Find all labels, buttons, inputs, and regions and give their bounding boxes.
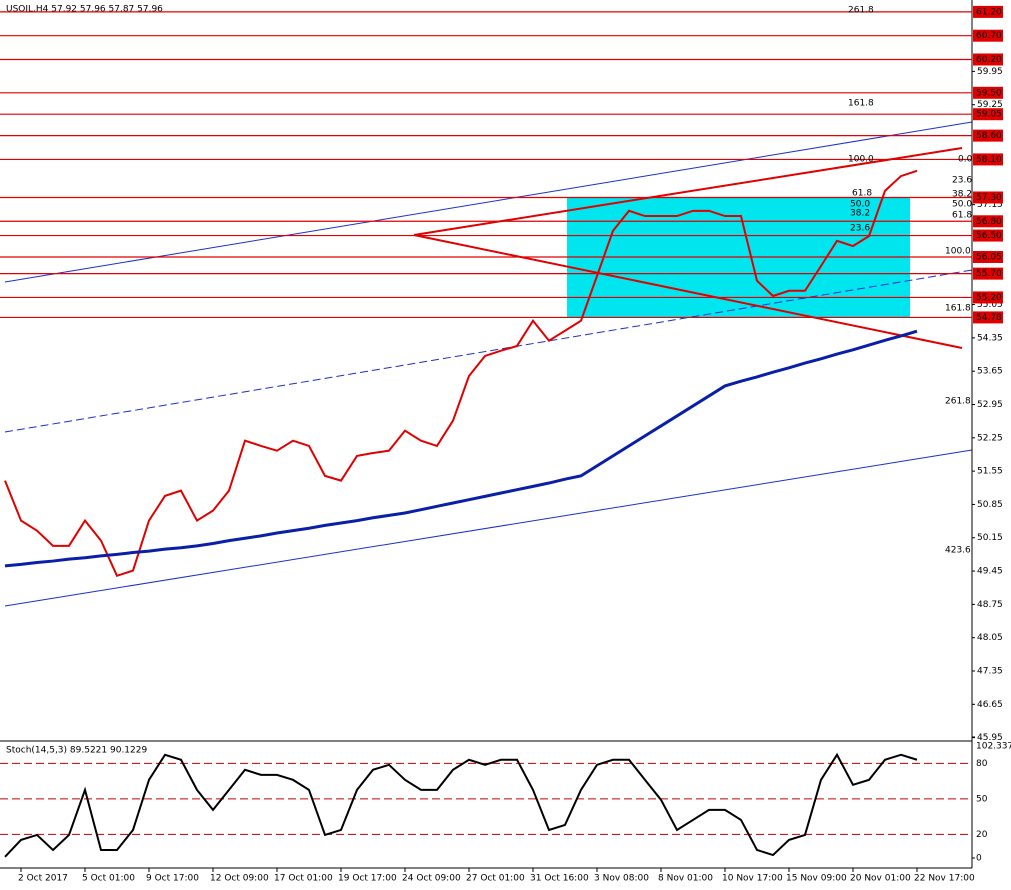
y-tick-label: 55.05 [977,300,1003,310]
stoch-tick-label: 102.3376 [976,742,1011,752]
x-tick-label: 9 Oct 17:00 [146,874,199,884]
stoch-title: Stoch(14,5,3) 89.5221 90.1229 [6,746,147,756]
stoch-line [4,752,918,858]
level-label: 56.80 [976,217,1002,227]
x-tick-label: 22 Nov 17:00 [914,874,975,884]
stoch-tick-label: 20 [976,830,988,840]
fib-label: 100.0 [945,247,971,257]
chart-title: USOIL,H4 57.92 57.96 57.87 57.96 [6,5,163,15]
level-label: 56.50 [976,231,1002,241]
trend-line [413,147,963,236]
trend-line [413,234,963,349]
level-box [973,191,1003,204]
level-box [973,229,1003,242]
level-box [973,153,1003,166]
x-tick-label: 27 Oct 01:00 [466,874,525,884]
fib-label: 261.8 [945,397,971,407]
fib-label: 61.8 [852,189,872,199]
fib-label: 0.0 [958,155,973,165]
y-tick-label: 61.55 [977,0,1003,1]
level-label: 61.20 [976,7,1002,17]
y-tick-label: 59.25 [977,100,1003,110]
y-tick-label: 59.95 [977,67,1003,77]
x-tick-label: 8 Nov 01:00 [658,874,713,884]
level-box [973,129,1003,142]
fib-label: 423.6 [945,546,971,556]
level-label: 56.05 [976,252,1002,262]
price-line [4,169,918,578]
level-box [973,215,1003,228]
level-label: 58.10 [976,155,1002,165]
price-line [4,329,918,568]
level-label: 60.20 [976,55,1002,65]
y-tick-label: 51.55 [977,467,1003,477]
level-label: 59.50 [976,88,1002,98]
level-box [973,267,1003,280]
x-tick-label: 20 Nov 01:00 [850,874,911,884]
y-tick-label: 53.65 [977,367,1003,377]
level-box [973,53,1003,66]
fib-label: 61.8 [952,211,972,221]
x-tick-label: 15 Nov 09:00 [786,874,847,884]
level-label: 55.70 [976,269,1002,279]
channel-line [4,449,973,607]
y-tick-label: 47.35 [977,666,1003,676]
level-label: 55.20 [976,293,1002,303]
x-tick-label: 2 Oct 2017 [18,874,68,884]
fib-label: 23.6 [952,176,972,186]
x-tick-label: 31 Oct 16:00 [530,874,589,884]
x-tick-label: 19 Oct 17:00 [338,874,397,884]
level-label: 60.70 [976,31,1002,41]
level-label: 57.30 [976,193,1002,203]
y-tick-label: 48.05 [977,633,1003,643]
stoch-tick-label: 50 [976,794,988,804]
x-tick-label: 3 Nov 08:00 [594,874,649,884]
y-tick-label: 48.75 [977,600,1003,610]
y-tick-label: 50.85 [977,500,1003,510]
fib-label: 261.8 [848,6,874,16]
level-box [973,108,1003,121]
level-label: 58.60 [976,131,1002,141]
level-box [973,250,1003,263]
fib-label: 161.8 [945,304,971,314]
level-box [973,5,1003,18]
y-tick-label: 52.95 [977,400,1003,410]
level-box [973,29,1003,42]
y-tick-label: 46.65 [977,700,1003,710]
fib-label: 50.0 [952,200,972,210]
x-tick-label: 10 Nov 17:00 [722,874,783,884]
fib-label: 100.0 [848,155,874,165]
y-tick-label: 54.35 [977,333,1003,343]
fib-label: 23.6 [850,224,870,234]
x-tick-label: 5 Oct 01:00 [82,874,135,884]
level-box [973,311,1003,324]
x-tick-label: 24 Oct 09:00 [402,874,461,884]
fib-label: 161.8 [848,99,874,109]
y-tick-label: 52.25 [977,433,1003,443]
fib-label: 38.2 [952,190,972,200]
x-tick-label: 17 Oct 01:00 [274,874,333,884]
fib-label: 38.2 [850,209,870,219]
level-box [973,86,1003,99]
y-tick-label: 57.15 [977,200,1003,210]
y-tick-label: 45.95 [977,733,1003,743]
level-label: 59.05 [976,110,1002,120]
x-tick-label: 12 Oct 09:00 [210,874,269,884]
level-label: 54.78 [976,313,1002,323]
channel-line [4,121,973,283]
level-box [973,291,1003,304]
stoch-tick-label: 80 [976,759,988,769]
stoch-tick-label: 0 [976,854,982,864]
y-tick-label: 50.15 [977,533,1003,543]
y-tick-label: 49.45 [977,567,1003,577]
fib-label: 50.0 [850,200,870,210]
